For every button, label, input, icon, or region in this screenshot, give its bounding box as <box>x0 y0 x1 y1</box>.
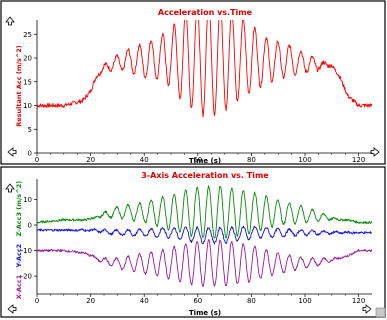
series-group <box>37 185 372 287</box>
y-tick-label: 15 <box>23 78 32 86</box>
y-tick-label: 25 <box>23 31 32 39</box>
y-tick-label: -10 <box>21 247 32 255</box>
resultant-series-line <box>37 20 372 118</box>
left-arrow-icon[interactable] <box>7 147 17 157</box>
left-arrow-icon[interactable] <box>7 304 17 314</box>
y-tick-label: 10 <box>23 102 32 110</box>
right-arrow-icon[interactable] <box>362 304 372 314</box>
chart-title: 3-Axis Acceleration vs. Time <box>141 171 269 180</box>
x-tick-label: 0 <box>35 297 39 305</box>
x-tick-label: 60 <box>193 297 202 305</box>
z-series-line <box>37 185 372 239</box>
y-axis-label: X-Acc1 Y-Acc2 Z-Acc3 (m/s^2) <box>15 181 23 299</box>
y-tick-label: -20 <box>21 273 32 281</box>
x-axis-label: Time (s) <box>189 309 221 317</box>
resize-grip-icon[interactable] <box>375 307 386 318</box>
x-tick-label: 80 <box>247 156 256 164</box>
up-arrow-icon[interactable] <box>5 183 15 193</box>
x-series-line <box>37 239 372 287</box>
x-tick-label: 40 <box>140 156 149 164</box>
x-tick-label: 0 <box>35 156 39 164</box>
acceleration-graph-panel[interactable]: Acceleration vs.Time Resultant Acc (m/s^… <box>0 0 386 165</box>
y-tick-label: 10 <box>23 196 32 204</box>
x-tick-label: 120 <box>352 297 365 305</box>
x-axis-label: Time (s) <box>189 157 221 165</box>
y-tick-label: 5 <box>28 126 32 134</box>
y-tick-label: 0 <box>28 222 32 230</box>
x-tick-label: 20 <box>86 297 95 305</box>
x-tick-label: 80 <box>247 297 256 305</box>
chart-title: Acceleration vs.Time <box>158 8 253 17</box>
x-tick-label: 20 <box>86 156 95 164</box>
y-series-line <box>37 225 372 245</box>
x-axis-series-label: X-Acc1 <box>15 274 23 299</box>
plot-area: 0 20 40 60 80 100 120 -20 -10 0 10 <box>21 179 372 305</box>
x-tick-label: 120 <box>352 156 365 164</box>
right-arrow-icon[interactable] <box>370 147 380 157</box>
y-tick-label: 20 <box>23 55 32 63</box>
up-arrow-icon[interactable] <box>5 16 15 26</box>
y-axis-label: Resultant Acc (m/s^2) <box>15 45 23 127</box>
plot-area: 0 20 40 60 80 100 120 0 5 10 15 20 25 <box>23 20 372 164</box>
panel-frame <box>0 166 386 318</box>
y-axis-series-label: Y-Acc2 <box>15 244 23 269</box>
panel-frame <box>0 0 386 165</box>
series-group <box>37 20 372 118</box>
x-tick-label: 60 <box>193 156 202 164</box>
three-axis-graph-panel[interactable]: 3-Axis Acceleration vs. Time X-Acc1 Y-Ac… <box>0 166 386 318</box>
y-tick-label: 0 <box>28 150 32 158</box>
x-tick-label: 100 <box>298 156 311 164</box>
z-axis-series-label: Z-Acc3 (m/s^2) <box>15 181 23 237</box>
x-tick-label: 100 <box>298 297 311 305</box>
x-tick-label: 40 <box>140 297 149 305</box>
